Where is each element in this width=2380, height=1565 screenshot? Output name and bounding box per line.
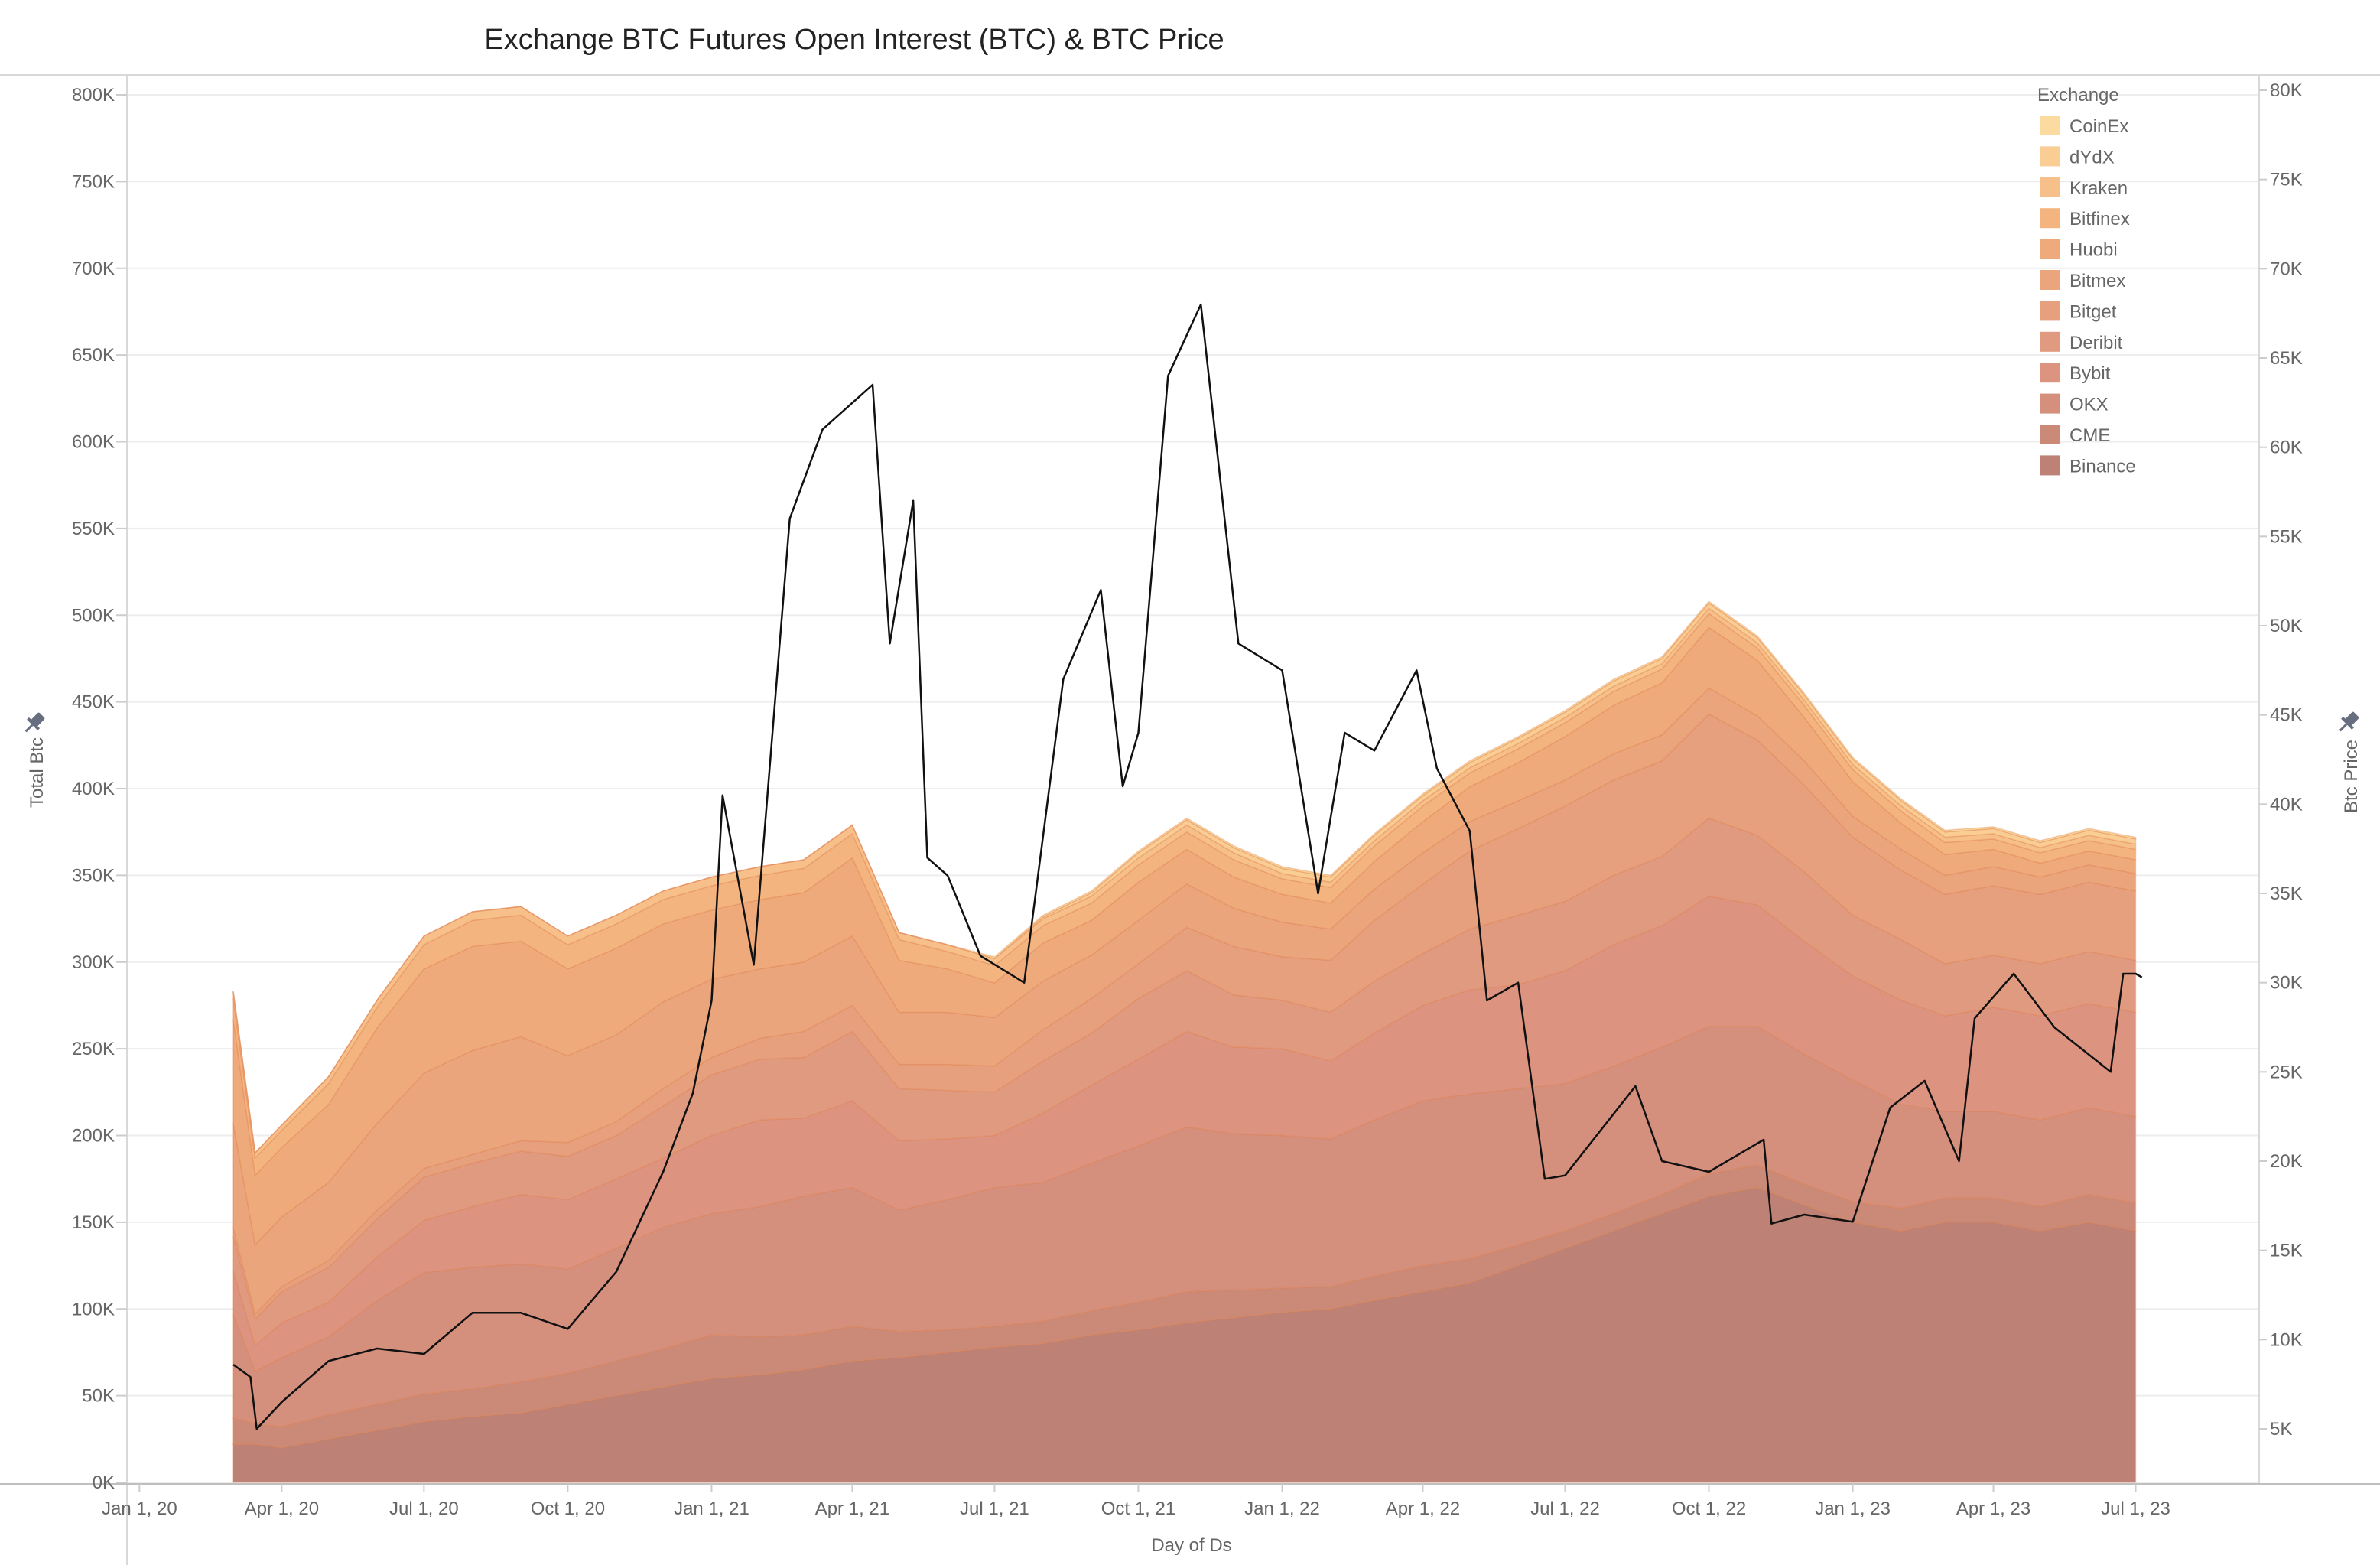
legend-swatch [2040,455,2060,476]
pin-icon-right [2339,711,2359,732]
y2-tick-label: 25K [2270,1062,2303,1082]
stacked-areas [232,600,2137,1483]
x-tick-label: Jul 1, 21 [960,1498,1029,1519]
x-tick-label: Oct 1, 22 [1672,1498,1746,1519]
x-tick-label: Jan 1, 23 [1815,1498,1891,1519]
plot-frame [0,74,2380,1565]
y-tick-label: 450K [72,692,115,713]
area-coinex [232,600,2137,1154]
y2-tick-label: 60K [2270,438,2303,458]
y2-tick-label: 50K [2270,616,2303,636]
legend-item: CME [2069,425,2110,446]
legend-swatch [2040,239,2060,259]
x-tick-label: Apr 1, 22 [1386,1498,1460,1519]
y2-tick-label: 20K [2270,1151,2303,1172]
y-axis-left: 0K 50K 100K 150K 200K 250K 300K 350K 400K 450K 500… [72,85,127,1493]
legend-item: Bitget [2069,301,2117,322]
x-tick-label: Oct 1, 20 [531,1498,605,1519]
legend-item: Huobi [2069,240,2118,261]
y-tick-label: 650K [72,345,115,366]
legend-swatch [2040,116,2060,135]
pin-icon-left [24,712,45,733]
x-tick-label: Jul 1, 22 [1530,1498,1600,1519]
legend: Exchange CoinEx dYdX Kraken Bitfinex Huobi Bi… [2037,85,2136,477]
y-tick-label: 100K [72,1299,115,1319]
legend-item: Kraken [2069,178,2128,199]
legend-swatch [2040,270,2060,290]
legend-item: Bybit [2069,363,2111,384]
legend-swatch [2040,331,2060,352]
y2-tick-label: 65K [2270,348,2303,369]
legend-swatch [2040,208,2060,229]
area-kraken [232,607,2137,1160]
x-tick-label: Apr 1, 21 [815,1498,889,1519]
legend-item: Binance [2069,456,2136,477]
y-tick-label: 700K [72,259,115,279]
area-dydx [232,602,2137,1154]
y-tick-label: 150K [72,1212,115,1233]
legend-swatch [2040,177,2060,197]
y-tick-label: 550K [72,519,115,539]
legend-item: Bitmex [2069,271,2125,291]
legend-item: dYdX [2069,147,2115,168]
btc-price-line [232,303,2143,1430]
y-axis-left-title: Total Btc [27,737,47,808]
x-tick-label: Apr 1, 20 [245,1498,319,1519]
x-tick-label: Jan 1, 22 [1244,1498,1320,1519]
x-tick-label: Jul 1, 23 [2101,1498,2170,1519]
y-tick-label: 800K [72,85,115,106]
y-tick-label: 300K [72,952,115,973]
x-tick-label: Apr 1, 23 [1956,1498,2030,1519]
y2-tick-label: 80K [2270,80,2303,101]
y2-tick-label: 55K [2270,526,2303,547]
legend-swatch [2040,393,2060,414]
x-tick-label: Jan 1, 21 [674,1498,749,1519]
legend-swatch [2040,425,2060,444]
y-tick-label: 50K [82,1386,115,1407]
x-tick-label: Jan 1, 20 [102,1498,177,1519]
y-tick-label: 200K [72,1126,115,1147]
y-tick-label: 350K [72,865,115,886]
y2-tick-label: 15K [2270,1241,2303,1261]
legend-item: CoinEx [2069,116,2128,137]
y2-tick-label: 5K [2270,1419,2292,1440]
y2-tick-label: 10K [2270,1329,2303,1350]
x-tick-label: Jul 1, 20 [389,1498,459,1519]
y-tick-label: 250K [72,1039,115,1059]
legend-item: Deribit [2069,333,2123,353]
legend-item: Bitfinex [2069,209,2130,229]
y-tick-label: 750K [72,171,115,192]
x-axis-label: Day of Ds [1151,1535,1231,1556]
y-axis-right: 5K 10K 15K 20K 25K 30K 35K 40K 45K 50K 55K 60K 65K 70… [2259,80,2303,1440]
y2-tick-label: 35K [2270,883,2303,904]
legend-swatch [2040,363,2060,383]
y2-tick-label: 70K [2270,259,2303,279]
y-tick-label: 500K [72,605,115,626]
legend-title: Exchange [2037,85,2119,106]
y2-tick-label: 45K [2270,705,2303,726]
y-tick-label: 0K [93,1472,115,1493]
y-axis-right-title: Btc Price [2341,740,2362,813]
y2-tick-label: 30K [2270,973,2303,994]
y-axis-label: Total Btc [27,737,47,808]
y-tick-label: 400K [72,779,115,799]
y2-tick-label: 40K [2270,794,2303,815]
y-tick-label: 600K [72,432,115,453]
y2-tick-label: 75K [2270,170,2303,190]
legend-swatch [2040,301,2060,321]
legend-item: OKX [2069,395,2109,415]
price-line-layer [232,303,2143,1430]
y2-axis-label: Btc Price [2341,740,2362,813]
legend-swatch [2040,146,2060,167]
chart-title: Exchange BTC Futures Open Interest (BTC)… [484,24,1224,56]
x-axis: Jan 1, 20 Apr 1, 20 Jul 1, 20 Oct 1, 20 Jan … [102,1484,2170,1519]
x-tick-label: Oct 1, 21 [1101,1498,1175,1519]
